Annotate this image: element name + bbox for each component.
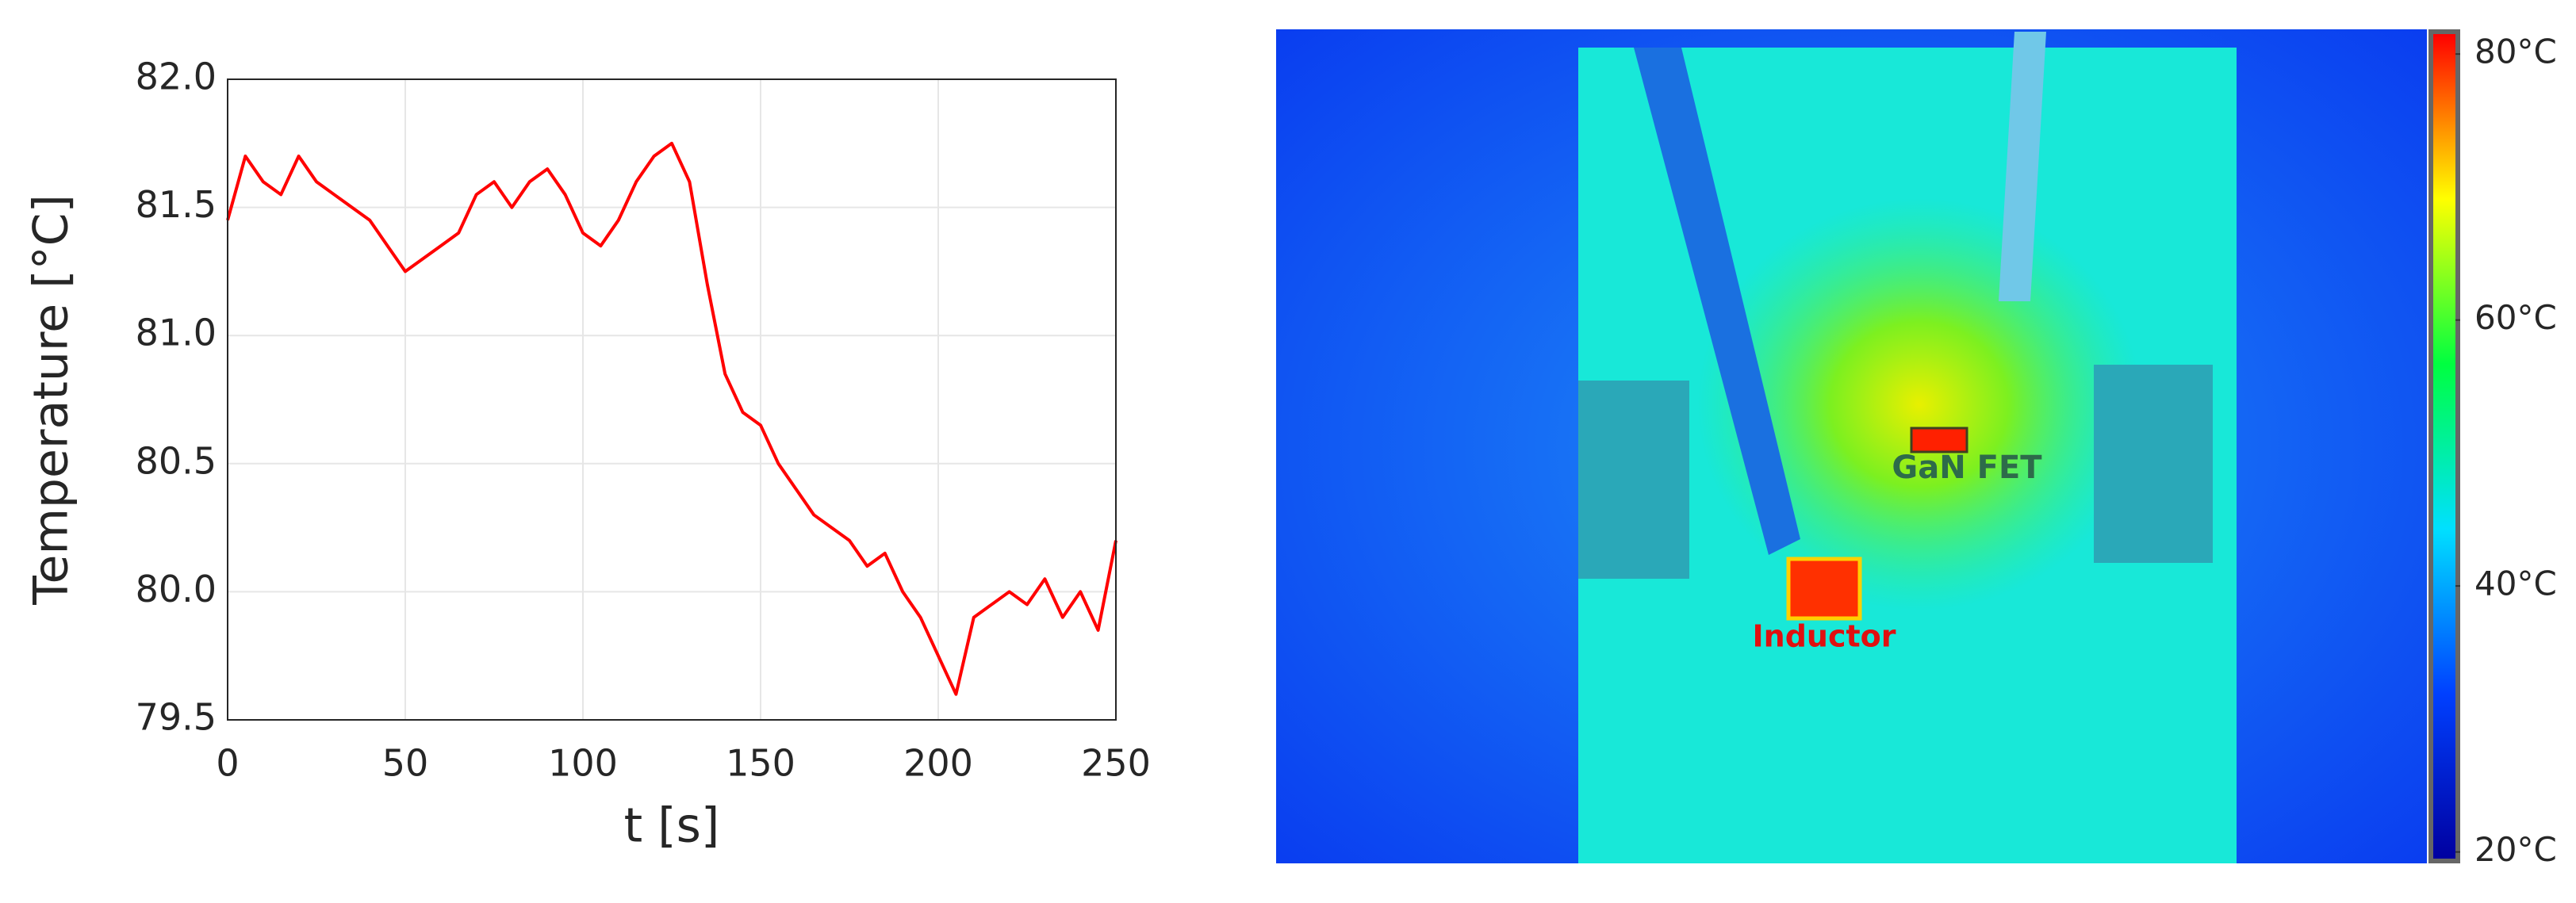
connector — [2094, 365, 2213, 563]
thermal-image: GaN FET Inductor — [1276, 29, 2427, 863]
x-axis-label: t [s] — [624, 798, 720, 854]
colorbar-tick-label: 60°C — [2474, 298, 2557, 337]
connector — [1578, 381, 1689, 579]
y-tick-label: 81.5 — [136, 183, 217, 226]
colorbar-gradient — [2433, 34, 2455, 859]
y-tick-label: 80.5 — [136, 439, 217, 482]
axes-box — [227, 78, 1117, 721]
inductor-hotspot — [1786, 557, 1862, 621]
axes-background — [228, 79, 1116, 720]
annotation: Inductor — [1753, 619, 1896, 654]
colorbar-tick-label: 20°C — [2474, 830, 2557, 869]
x-tick-label: 150 — [726, 742, 795, 785]
y-tick-label: 80.0 — [136, 568, 217, 610]
y-tick-label: 79.5 — [136, 696, 217, 739]
annotation: GaN FET — [1892, 450, 2042, 486]
colorbar: 80°C 60°C 40°C 20°C — [2428, 29, 2557, 869]
x-tick-label: 50 — [382, 742, 429, 785]
x-tick-label: 200 — [903, 742, 973, 785]
y-axis-label: Temperature [°C] — [24, 194, 79, 606]
y-tick-label: 82.0 — [136, 55, 217, 98]
x-tick-label: 250 — [1081, 742, 1151, 785]
plot-area — [226, 78, 1117, 721]
probe-cable — [1634, 48, 1800, 555]
x-tick-label: 0 — [216, 742, 239, 785]
data-line — [226, 141, 1117, 696]
probe-cable — [1999, 32, 2046, 301]
gan-fet-hotspot — [1910, 427, 1968, 453]
y-tick-label: 81.0 — [136, 312, 217, 354]
x-tick-label: 100 — [548, 742, 618, 785]
colorbar-tick-label: 40°C — [2474, 564, 2557, 603]
colorbar-tick-label: 80°C — [2474, 33, 2557, 71]
